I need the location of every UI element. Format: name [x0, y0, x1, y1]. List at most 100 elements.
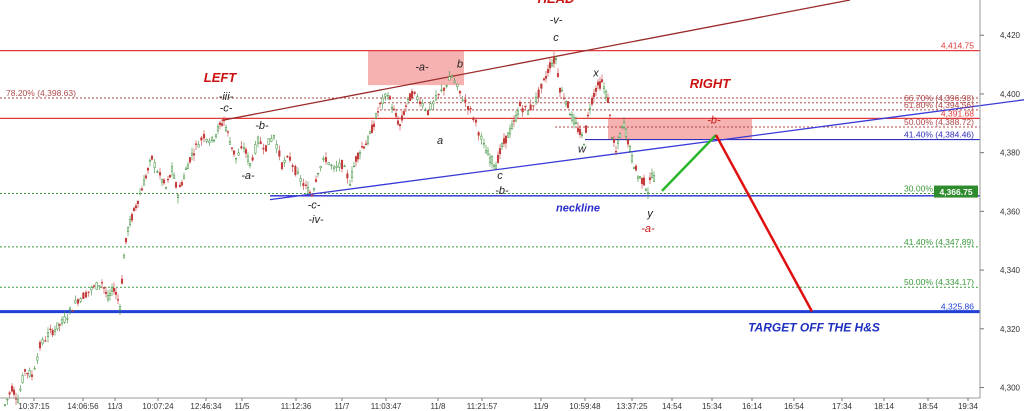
candle-body: [98, 285, 101, 287]
candle-body: [164, 187, 168, 189]
candle-body: [624, 128, 628, 137]
candle-body: [296, 171, 300, 174]
trendlines-layer: [221, 0, 1024, 201]
candle-body: [404, 105, 408, 107]
annotation-12: x: [592, 67, 599, 79]
candle-body: [66, 317, 69, 320]
annotation-5: -iii-: [219, 91, 234, 103]
candle-body: [19, 388, 22, 391]
candle-body: [546, 69, 550, 74]
candle-body: [352, 165, 356, 168]
x-tick-label: 11:03:47: [371, 402, 402, 411]
candle-body: [248, 163, 252, 167]
candle-body: [184, 168, 188, 170]
candle-body: [256, 136, 260, 144]
candle-body: [332, 166, 336, 169]
y-tick-label: 4,300: [1000, 384, 1021, 393]
candle-body: [79, 298, 82, 302]
candle-body: [338, 162, 341, 168]
candle-body: [510, 123, 514, 129]
candle-body: [548, 62, 552, 69]
candle-body: [197, 144, 200, 148]
candle-body: [534, 96, 538, 103]
annotation-16: -c-: [308, 199, 321, 211]
candle-body: [594, 87, 598, 92]
candle-body: [646, 192, 650, 194]
x-tick-label: 10:59:48: [569, 402, 601, 411]
candle-body: [544, 75, 548, 79]
candle-body: [408, 93, 412, 101]
candle-body: [220, 123, 224, 126]
candle-body: [251, 157, 254, 161]
candle-body: [26, 372, 29, 375]
candle-body: [194, 143, 198, 145]
candle-body: [116, 299, 120, 301]
candle-body: [554, 58, 558, 60]
projection-projection-down: [714, 134, 814, 313]
annotations-layer: HEAD-v-cLEFTRIGHT-iii--c--b--a--a-baxwc-…: [204, 0, 880, 335]
x-tick-label: 15:34: [702, 402, 723, 411]
candle-body: [41, 339, 44, 344]
candle-body: [21, 375, 24, 383]
candle-body: [192, 153, 196, 156]
candle-body: [644, 188, 648, 191]
candle-body: [381, 97, 384, 104]
candle-body: [406, 97, 410, 100]
y-tick-label: 4,400: [1000, 90, 1021, 99]
candle-body: [254, 144, 257, 154]
candle-body: [288, 156, 292, 161]
candle-body: [343, 165, 346, 168]
candles-layer: [3, 51, 656, 407]
annotation-2: c: [553, 32, 559, 44]
x-axis: 10:37:15 14:06:56 11/3 10:07:24 12:46:34 11/5…: [0, 397, 980, 411]
candle-body: [496, 154, 500, 163]
candle-body: [262, 147, 265, 150]
candle-body: [537, 89, 540, 98]
candle-body: [502, 138, 506, 144]
candle-body: [616, 139, 620, 144]
candle-body: [335, 165, 338, 168]
level-label-fib-414-lower: 41.40% (4,347.89): [904, 237, 974, 247]
candle-body: [570, 114, 574, 121]
candle-body: [312, 188, 316, 190]
candle-body: [310, 194, 314, 197]
candle-body: [142, 179, 146, 186]
candle-body: [392, 108, 396, 111]
candle-body: [10, 385, 14, 392]
candle-body: [237, 152, 240, 156]
candle-body: [28, 370, 31, 377]
candle-body: [176, 194, 180, 198]
candle-body: [240, 146, 243, 149]
candle-body: [327, 162, 330, 165]
candle-body: [604, 91, 608, 98]
candle-body: [562, 97, 566, 99]
candle-body: [162, 179, 166, 184]
candle-body: [71, 309, 74, 312]
level-label-fib-500-lower: 50.00% (4,334.17): [904, 277, 974, 287]
candle-body: [550, 63, 554, 67]
candle-body: [130, 214, 134, 221]
level-label-fib-500-upper: 50.00% (4,388.72): [904, 117, 974, 127]
candle-body: [132, 207, 136, 212]
candle-body: [106, 295, 110, 301]
candle-body: [242, 147, 246, 149]
candle-body: [180, 182, 184, 186]
candle-body: [16, 399, 20, 403]
x-tick-label: 16:14: [742, 402, 763, 411]
x-tick-label: 12:46:34: [190, 402, 222, 411]
candle-body: [445, 85, 448, 87]
x-tick-label: 11:21:57: [467, 402, 498, 411]
projection-projection-up: [661, 134, 717, 192]
annotation-0: HEAD: [538, 0, 575, 6]
x-tick-label: 11/3: [108, 402, 124, 411]
candle-body: [178, 184, 182, 188]
candle-body: [490, 156, 494, 164]
candle-body: [398, 124, 402, 127]
candle-body: [652, 174, 656, 182]
candle-body: [128, 219, 132, 226]
candle-body: [542, 78, 546, 81]
candle-body: [508, 128, 512, 135]
candle-body: [118, 306, 122, 310]
candle-body: [33, 368, 36, 370]
candle-body: [172, 174, 176, 179]
